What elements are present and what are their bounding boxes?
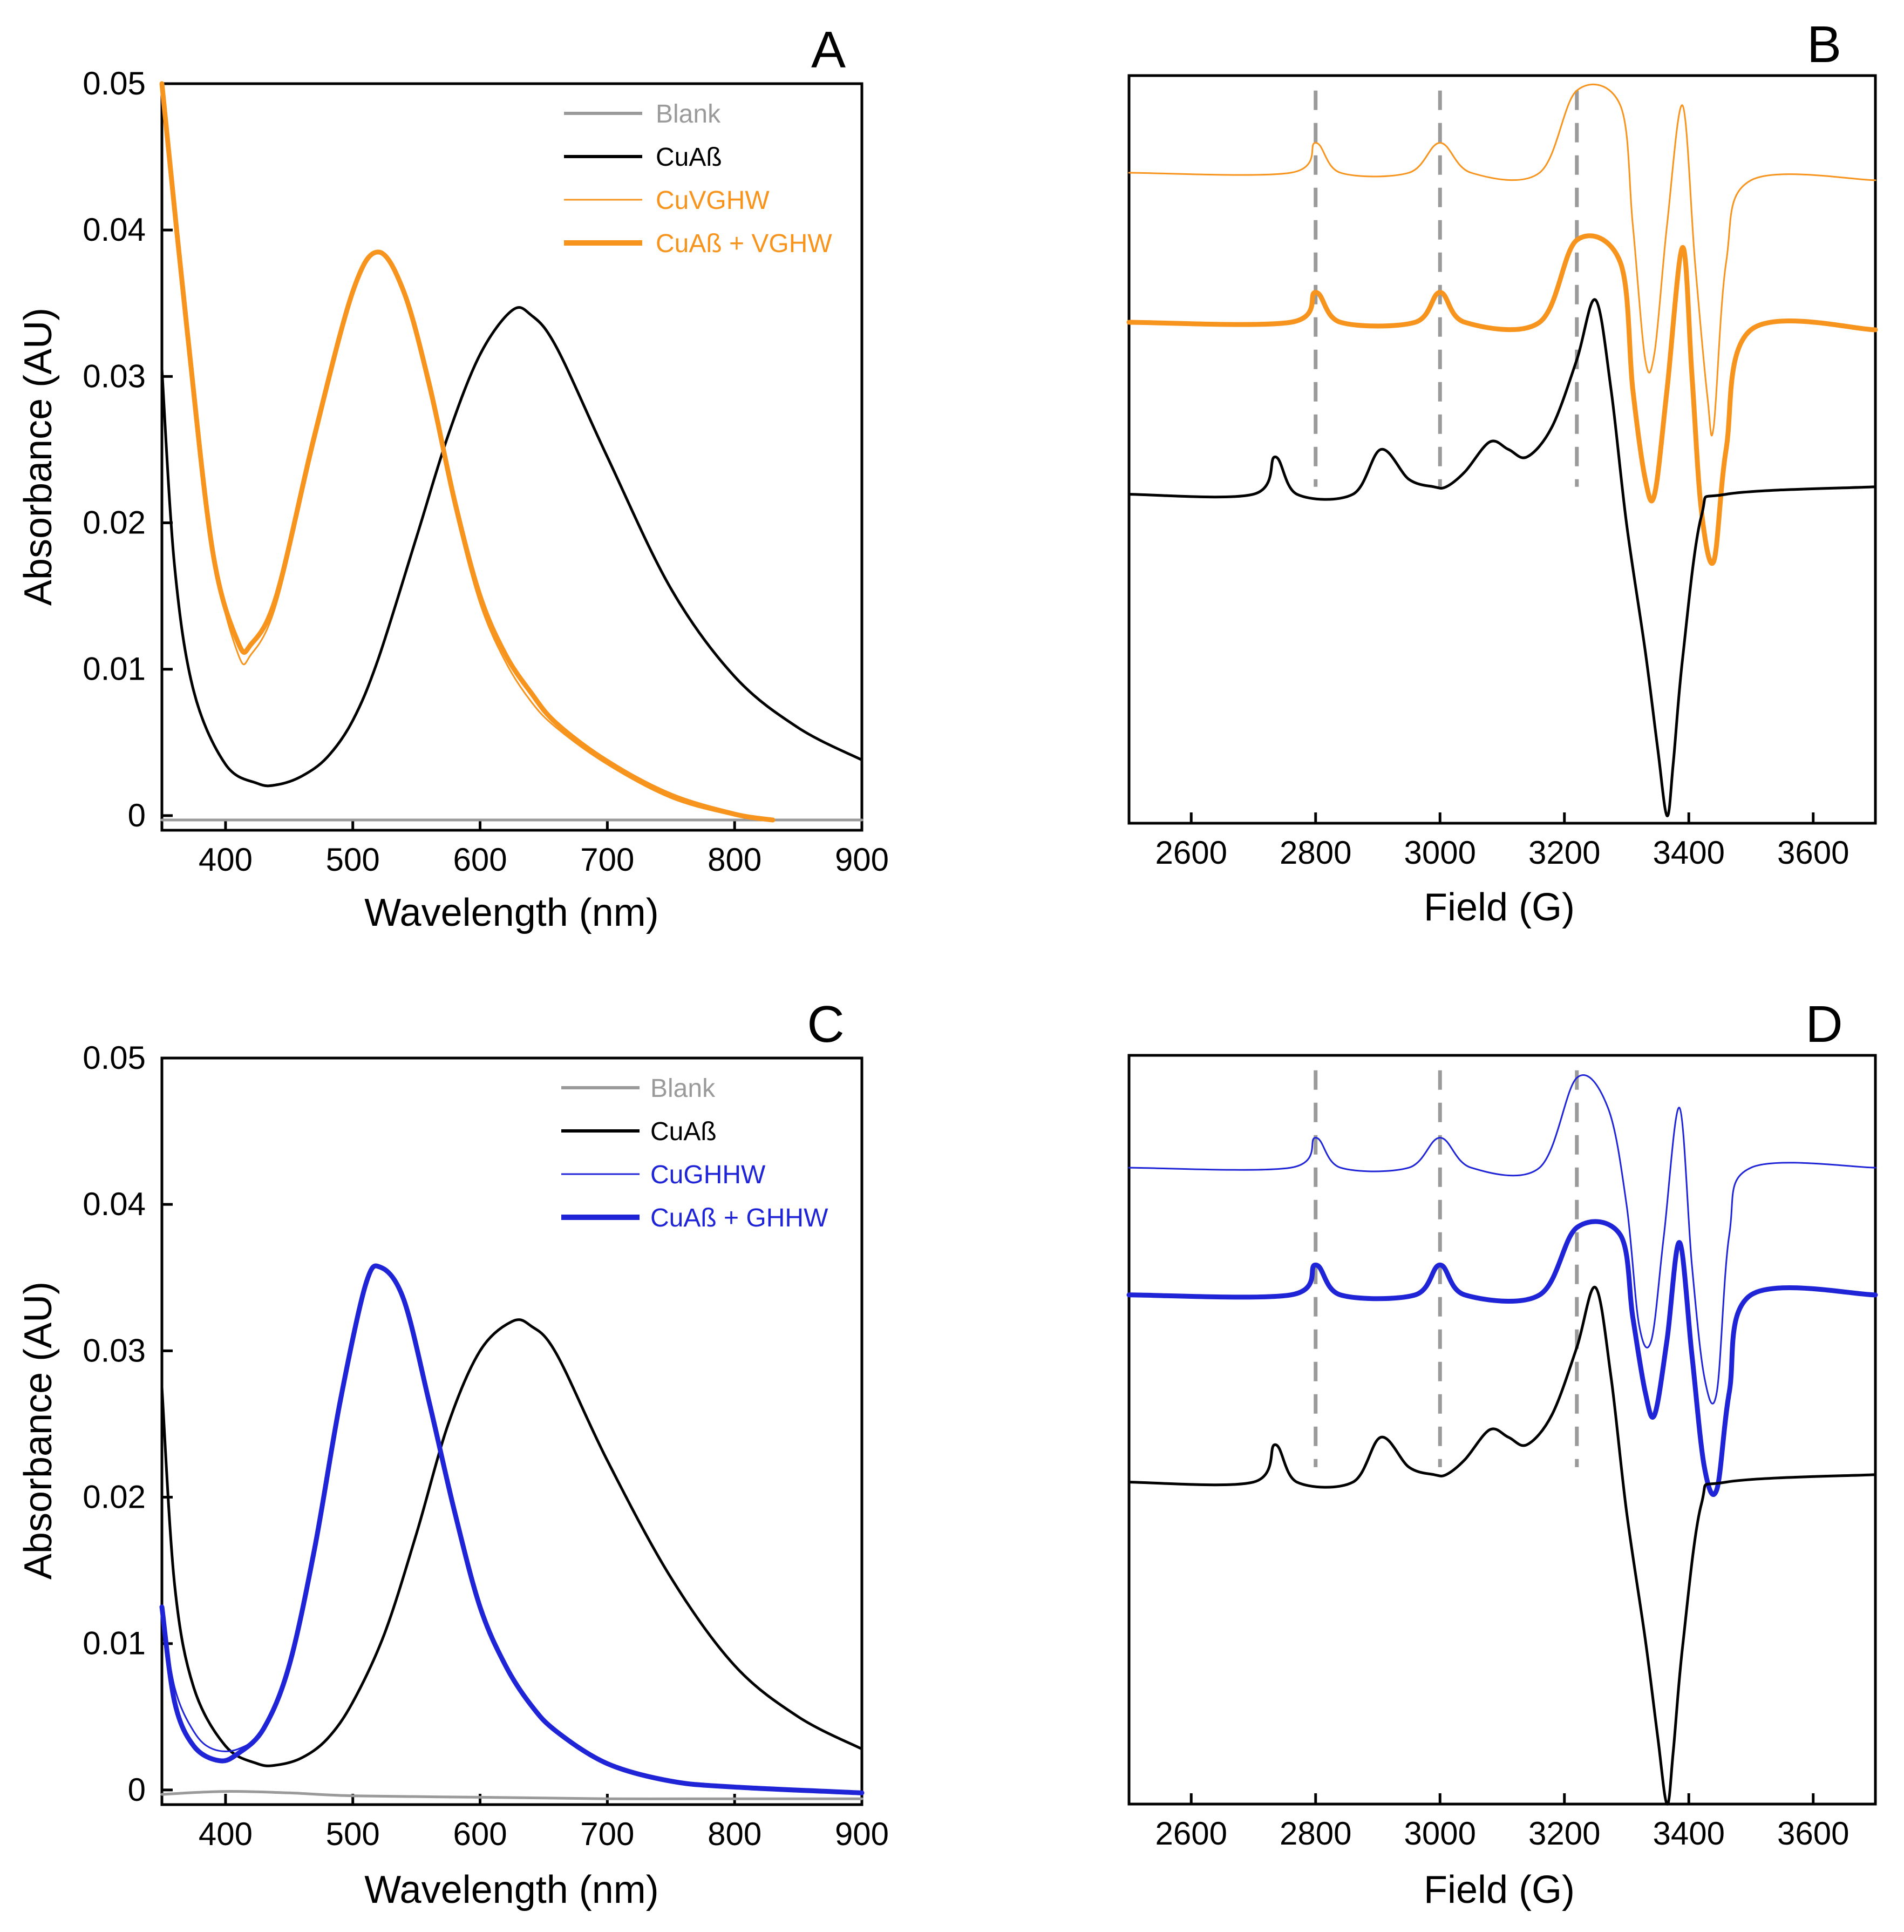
y-tick-label: 0.05 xyxy=(83,65,146,101)
y-tick-label: 0.03 xyxy=(83,1332,146,1368)
panel-d: D Field (G) 2600 2800 3000 3200 3400 3600 xyxy=(1126,995,1878,1911)
panel-c-ticks: 400 500 600 700 800 900 0 0.01 0.02 0.03 0.04 0.05 xyxy=(83,1040,889,1852)
x-tick-label: 3600 xyxy=(1777,1815,1849,1852)
x-tick-label: 900 xyxy=(835,1816,889,1852)
legend-label-blank: Blank xyxy=(650,1074,716,1103)
panel-b-dashed-guides xyxy=(1314,90,1579,487)
panel-c-legend: Blank CuAß CuGHHW CuAß + GHHW xyxy=(561,1074,828,1232)
panel-a-legend: Blank CuAß CuVGHW CuAß + VGHW xyxy=(564,100,832,258)
x-tick-label: 400 xyxy=(199,1816,253,1852)
series-line-cuab xyxy=(1127,298,1877,817)
panel-d-ticks: 2600 2800 3000 3200 3400 3600 xyxy=(1155,1793,1849,1852)
panel-a-frame xyxy=(160,82,863,832)
series-line-cughhw xyxy=(161,1265,863,1795)
series-line-cuab-ghhw xyxy=(1126,1219,1878,1497)
panel-c-frame xyxy=(160,1056,863,1806)
y-tick-label: 0.01 xyxy=(83,651,146,687)
series-line-cuab xyxy=(1127,1285,1877,1806)
x-tick-label: 900 xyxy=(835,842,889,878)
panel-b: B Field (G) 2600 2800 3000 3200 3400 3600 xyxy=(1126,16,1878,929)
x-tick-label: 3000 xyxy=(1404,1815,1476,1852)
x-tick-label: 3000 xyxy=(1404,835,1476,871)
series-line-cuab-vghw xyxy=(1126,233,1878,566)
x-tick-label: 800 xyxy=(708,1816,761,1852)
legend-label-cuab-ghhw: CuAß + GHHW xyxy=(650,1204,828,1232)
series-line-cuab-ghhw xyxy=(159,1263,865,1795)
panel-d-dashed-guides xyxy=(1314,1070,1579,1467)
y-tick-label: 0 xyxy=(128,797,146,833)
x-tick-label: 700 xyxy=(580,842,634,878)
x-tick-label: 400 xyxy=(199,842,253,878)
legend-label-cughhw: CuGHHW xyxy=(650,1161,766,1189)
series-line-cuab xyxy=(160,1318,863,1767)
x-tick-label: 2600 xyxy=(1155,1815,1227,1852)
panel-b-ticks: 2600 2800 3000 3200 3400 3600 xyxy=(1155,812,1849,871)
y-tick-label: 0.05 xyxy=(83,1040,146,1076)
y-tick-label: 0.04 xyxy=(83,1186,146,1222)
panel-c-ylabel: Absorbance (AU) xyxy=(17,1282,60,1580)
panel-d-frame xyxy=(1127,1054,1877,1806)
x-tick-label: 3400 xyxy=(1653,835,1725,871)
panel-c: C Wavelength (nm) Absorbance (AU) 400 500… xyxy=(17,995,889,1911)
x-tick-label: 500 xyxy=(326,1816,380,1852)
series-line-cuvghw xyxy=(1128,83,1876,437)
panel-d-xlabel: Field (G) xyxy=(1424,1868,1575,1911)
panel-a-series xyxy=(159,81,863,823)
legend-label-cuvghw: CuVGHW xyxy=(656,186,770,215)
panel-a: A Wavelength (nm) Absorbance (AU) 400 500… xyxy=(17,21,889,934)
y-tick-label: 0.03 xyxy=(83,358,146,394)
x-tick-label: 700 xyxy=(580,1816,634,1852)
panel-b-series xyxy=(1126,83,1878,817)
x-tick-label: 600 xyxy=(453,842,507,878)
legend-label-cuab: CuAß xyxy=(656,143,722,172)
x-tick-label: 600 xyxy=(453,1816,507,1852)
panel-c-series xyxy=(159,1263,865,1800)
panel-c-xlabel: Wavelength (nm) xyxy=(364,1868,659,1911)
x-tick-label: 2800 xyxy=(1280,835,1351,871)
x-tick-label: 3400 xyxy=(1653,1815,1725,1852)
series-line-blank xyxy=(160,1790,863,1800)
legend-label-cuab-vghw: CuAß + VGHW xyxy=(656,229,832,258)
panel-c-letter: C xyxy=(807,995,844,1053)
panel-a-ylabel: Absorbance (AU) xyxy=(17,308,60,606)
legend-label-cuab: CuAß xyxy=(650,1117,717,1146)
y-tick-label: 0.02 xyxy=(83,1479,146,1515)
y-tick-label: 0.04 xyxy=(83,212,146,248)
panel-a-xlabel: Wavelength (nm) xyxy=(364,891,659,934)
x-tick-label: 2600 xyxy=(1155,835,1227,871)
x-tick-label: 2800 xyxy=(1280,1815,1351,1852)
x-tick-label: 3600 xyxy=(1777,835,1849,871)
x-tick-label: 500 xyxy=(326,842,380,878)
y-tick-label: 0 xyxy=(128,1772,146,1808)
panel-b-xlabel: Field (G) xyxy=(1424,886,1575,929)
y-tick-label: 0.02 xyxy=(83,505,146,541)
panel-b-frame xyxy=(1127,74,1877,825)
x-tick-label: 3200 xyxy=(1528,835,1600,871)
panel-d-letter: D xyxy=(1805,995,1842,1053)
series-line-cughhw xyxy=(1128,1074,1876,1405)
series-line-cuab xyxy=(160,306,863,788)
y-tick-label: 0.01 xyxy=(83,1625,146,1662)
legend-label-blank: Blank xyxy=(656,100,721,128)
series-line-cuab-vghw xyxy=(159,81,776,823)
x-tick-label: 3200 xyxy=(1528,1815,1600,1852)
panel-a-letter: A xyxy=(811,21,846,79)
panel-b-letter: B xyxy=(1807,16,1841,73)
panel-a-ticks: 400 500 600 700 800 900 0 0.01 0.02 0.03 0.04 0.05 xyxy=(83,65,889,878)
panel-d-series xyxy=(1126,1074,1878,1806)
x-tick-label: 800 xyxy=(708,842,761,878)
